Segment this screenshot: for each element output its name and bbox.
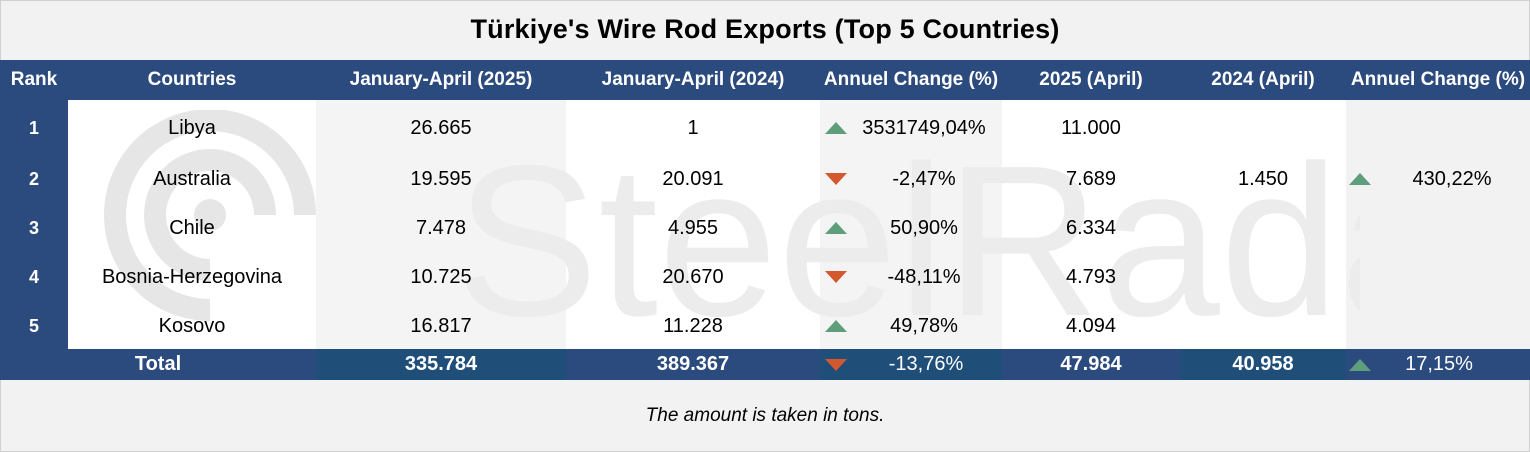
change-up-icon: [824, 105, 848, 151]
country-cell: Libya: [168, 116, 216, 139]
country-cell: Australia: [153, 167, 231, 190]
table-title: Türkiye's Wire Rod Exports (Top 5 Countr…: [470, 13, 1060, 44]
april-annual-change-cell: [1374, 105, 1530, 151]
annual-change-cell: -2,47%: [892, 167, 956, 190]
change-down-icon: [824, 254, 848, 300]
total-change: -13,76%: [888, 353, 964, 375]
footnote: The amount is taken in tons.: [645, 405, 885, 426]
change-up-icon: [824, 205, 848, 251]
total-row: [0, 349, 1530, 380]
change-up-icon: [1348, 156, 1372, 202]
header-april-2025: 2025 (April): [1039, 69, 1143, 90]
april-annual-change-cell: [1374, 205, 1530, 251]
header-rank: Rank: [10, 69, 58, 90]
header-april-2024: 2024 (April): [1211, 69, 1315, 90]
jan-apr-2025-cell: 26.665: [410, 116, 472, 139]
jan-apr-2024-cell: 4.955: [667, 216, 719, 239]
april-annual-change-cell: 430,22%: [1412, 167, 1492, 190]
change-up-icon: [1348, 349, 1372, 380]
rank-cell: 2: [28, 168, 39, 189]
rank-cell: 5: [28, 315, 39, 336]
total-label: Total: [134, 353, 182, 375]
jan-apr-2024-cell: 1: [687, 116, 699, 139]
april-2024-cell: [1180, 254, 1346, 300]
header-countries: Countries: [147, 69, 237, 90]
header-april-annual-change: Annuel Change (%): [1350, 69, 1526, 90]
change-down-icon: [824, 349, 848, 380]
total-jan-apr-2025: 335.784: [404, 353, 478, 375]
jan-apr-2025-cell: 16.817: [410, 314, 472, 337]
total-april-change: 17,15%: [1405, 353, 1473, 375]
april-2025-cell: 11.000: [1061, 116, 1121, 139]
column-band: [820, 100, 1002, 349]
april-2024-cell: 1.450: [1237, 167, 1289, 190]
annual-change-cell: -48,11%: [887, 265, 961, 288]
april-2024-cell: [1180, 105, 1346, 151]
change-up-icon: [824, 303, 848, 349]
april-annual-change-cell: [1374, 303, 1530, 349]
country-cell: Kosovo: [158, 314, 226, 337]
right-column: [1346, 100, 1530, 349]
annual-change-cell: 3531749,04%: [862, 116, 986, 139]
country-cell: Chile: [169, 216, 215, 239]
header-annual-change: Annuel Change (%): [823, 69, 999, 90]
jan-apr-2025-cell: 10.725: [410, 265, 472, 288]
header-jan-apr-2024: January-April (2024): [601, 69, 785, 90]
rank-column: [0, 100, 68, 349]
annual-change-cell: 49,78%: [890, 314, 958, 337]
total-april-2025: 47.984: [1060, 353, 1122, 375]
jan-apr-2024-cell: 20.091: [662, 167, 724, 190]
april-2025-cell: 4.793: [1065, 265, 1117, 288]
rank-cell: 4: [28, 266, 39, 287]
change-down-icon: [824, 156, 848, 202]
april-annual-change-cell: [1374, 254, 1530, 300]
jan-apr-2024-cell: 11.228: [663, 314, 723, 337]
jan-apr-2025-cell: 19.595: [410, 167, 472, 190]
april-2024-cell: [1180, 303, 1346, 349]
april-2025-cell: 4.094: [1065, 314, 1117, 337]
rank-cell: 1: [28, 117, 39, 138]
country-cell: Bosnia-Herzegovina: [101, 265, 283, 288]
total-april-2024: 40.958: [1232, 353, 1294, 375]
jan-apr-2024-cell: 20.670: [662, 265, 724, 288]
april-2025-cell: 6.334: [1065, 216, 1117, 239]
column-band: [316, 100, 566, 349]
rank-cell: 3: [28, 217, 39, 238]
total-jan-apr-2024: 389.367: [656, 353, 730, 375]
april-2024-cell: [1180, 205, 1346, 251]
april-2025-cell: 7.689: [1065, 167, 1117, 190]
jan-apr-2025-cell: 7.478: [415, 216, 467, 239]
annual-change-cell: 50,90%: [890, 216, 958, 239]
header-jan-apr-2025: January-April (2025): [349, 69, 533, 90]
header-row: [0, 60, 1530, 100]
